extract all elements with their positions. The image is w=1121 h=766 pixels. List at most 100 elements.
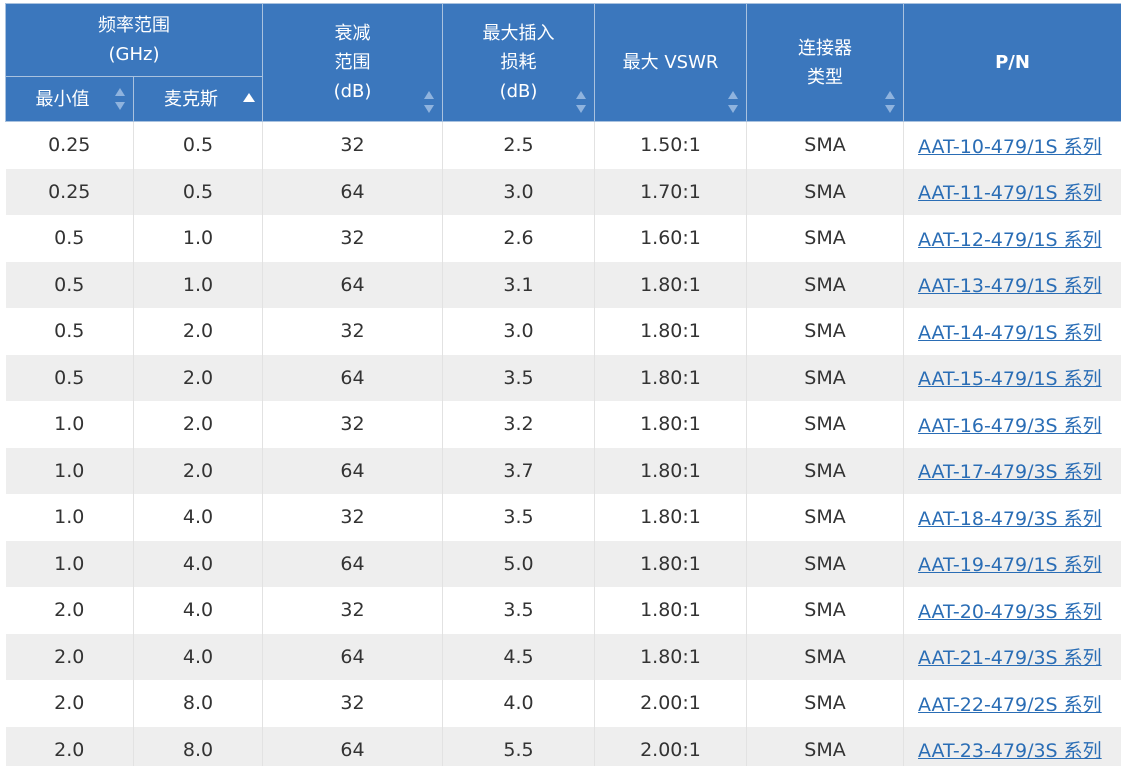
cell-insertion-loss: 5.0 (442, 540, 595, 587)
header-pn-label: P/N (995, 52, 1030, 73)
cell-attenuation-range: 64 (262, 633, 443, 680)
cell-max-frequency: 0.5 (133, 121, 263, 169)
cell-attenuation-range: 64 (262, 261, 443, 308)
cell-min-frequency: 1.0 (5, 401, 134, 448)
cell-min-frequency: 0.5 (5, 215, 134, 262)
cell-min-frequency: 2.0 (5, 633, 134, 680)
part-number-link[interactable]: AAT-19-479/1S 系列 (918, 554, 1102, 577)
cell-connector-type: SMA (746, 494, 904, 541)
cell-max-frequency: 2.0 (133, 354, 263, 401)
table-row: 2.0 4.0 64 4.5 1.80:1 SMA AAT-21-479/3S 系列 (5, 633, 1121, 680)
part-number-link[interactable]: AAT-15-479/1S 系列 (918, 368, 1102, 391)
part-number-link[interactable]: AAT-14-479/1S 系列 (918, 321, 1102, 344)
cell-min-frequency: 0.25 (5, 168, 134, 215)
header-insertion-loss[interactable]: 最大插入 损耗 (dB) (442, 3, 595, 122)
table-row: 0.5 1.0 64 3.1 1.80:1 SMA AAT-13-479/1S 系列 (5, 261, 1121, 308)
cell-connector-type: SMA (746, 540, 904, 587)
part-number-link[interactable]: AAT-23-479/3S 系列 (918, 740, 1102, 763)
cell-insertion-loss: 3.5 (442, 494, 595, 541)
cell-connector-type: SMA (746, 121, 904, 169)
cell-min-frequency: 2.0 (5, 587, 134, 634)
cell-part-number: AAT-10-479/1S 系列 (903, 121, 1121, 169)
part-number-link[interactable]: AAT-21-479/3S 系列 (918, 647, 1102, 670)
header-min-label: 最小值 (35, 88, 90, 110)
table-row: 0.5 1.0 32 2.6 1.60:1 SMA AAT-12-479/1S 系列 (5, 215, 1121, 262)
cell-max-frequency: 2.0 (133, 308, 263, 355)
cell-max-frequency: 8.0 (133, 680, 263, 727)
cell-attenuation-range: 64 (262, 354, 443, 401)
cell-min-frequency: 1.0 (5, 494, 134, 541)
cell-part-number: AAT-20-479/3S 系列 (903, 587, 1121, 634)
cell-insertion-loss: 3.0 (442, 168, 595, 215)
header-freq-range-label: 频率范围 (98, 15, 170, 36)
cell-attenuation-range: 32 (262, 215, 443, 262)
cell-vswr: 1.80:1 (594, 587, 747, 634)
table-row: 2.0 8.0 64 5.5 2.00:1 SMA AAT-23-479/3S 系列 (5, 726, 1121, 766)
header-connector[interactable]: 连接器 类型 (746, 3, 904, 122)
cell-max-frequency: 4.0 (133, 587, 263, 634)
table-row: 2.0 8.0 32 4.0 2.00:1 SMA AAT-22-479/2S 系列 (5, 680, 1121, 727)
part-number-link[interactable]: AAT-20-479/3S 系列 (918, 600, 1102, 623)
part-number-link[interactable]: AAT-10-479/1S 系列 (918, 135, 1102, 158)
part-number-link[interactable]: AAT-12-479/1S 系列 (918, 228, 1102, 251)
cell-min-frequency: 0.25 (5, 121, 134, 169)
cell-part-number: AAT-12-479/1S 系列 (903, 215, 1121, 262)
cell-attenuation-range: 32 (262, 494, 443, 541)
sort-icon[interactable] (115, 88, 125, 110)
cell-insertion-loss: 3.7 (442, 447, 595, 494)
cell-vswr: 2.00:1 (594, 726, 747, 766)
table-row: 1.0 4.0 64 5.0 1.80:1 SMA AAT-19-479/1S 系列 (5, 540, 1121, 587)
cell-vswr: 1.80:1 (594, 633, 747, 680)
header-max-label: 麦克斯 (164, 88, 218, 110)
table-row: 1.0 2.0 32 3.2 1.80:1 SMA AAT-16-479/3S 系列 (5, 401, 1121, 448)
part-number-link[interactable]: AAT-17-479/3S 系列 (918, 461, 1102, 484)
cell-insertion-loss: 3.0 (442, 308, 595, 355)
cell-vswr: 1.80:1 (594, 261, 747, 308)
table-row: 1.0 2.0 64 3.7 1.80:1 SMA AAT-17-479/3S 系列 (5, 447, 1121, 494)
cell-connector-type: SMA (746, 726, 904, 766)
part-number-link[interactable]: AAT-16-479/3S 系列 (918, 414, 1102, 437)
cell-attenuation-range: 32 (262, 401, 443, 448)
header-insertion-label-1: 最大插入 (482, 23, 555, 44)
sort-icon[interactable] (424, 91, 434, 113)
cell-vswr: 1.80:1 (594, 401, 747, 448)
header-atten-range-label-2: 范围 (334, 52, 371, 73)
part-number-link[interactable]: AAT-22-479/2S 系列 (918, 693, 1102, 716)
table-row: 1.0 4.0 32 3.5 1.80:1 SMA AAT-18-479/3S 系列 (5, 494, 1121, 541)
cell-max-frequency: 2.0 (133, 447, 263, 494)
header-atten-range-label-1: 衰减 (334, 23, 371, 44)
part-number-link[interactable]: AAT-13-479/1S 系列 (918, 275, 1102, 298)
cell-min-frequency: 0.5 (5, 354, 134, 401)
cell-part-number: AAT-18-479/3S 系列 (903, 494, 1121, 541)
sort-ascending-icon[interactable] (243, 93, 255, 102)
cell-part-number: AAT-19-479/1S 系列 (903, 540, 1121, 587)
header-insertion-unit: (dB) (499, 81, 538, 102)
cell-min-frequency: 1.0 (5, 447, 134, 494)
cell-vswr: 1.70:1 (594, 168, 747, 215)
sort-icon[interactable] (885, 91, 895, 113)
cell-part-number: AAT-16-479/3S 系列 (903, 401, 1121, 448)
part-number-link[interactable]: AAT-18-479/3S 系列 (918, 507, 1102, 530)
header-max[interactable]: 麦克斯 (133, 76, 263, 122)
header-min[interactable]: 最小值 (5, 76, 134, 122)
cell-connector-type: SMA (746, 680, 904, 727)
header-vswr[interactable]: 最大 VSWR (594, 3, 747, 122)
sort-icon[interactable] (728, 91, 738, 113)
cell-attenuation-range: 32 (262, 587, 443, 634)
cell-attenuation-range: 64 (262, 540, 443, 587)
header-vswr-label: 最大 VSWR (622, 52, 719, 73)
cell-connector-type: SMA (746, 587, 904, 634)
part-number-link[interactable]: AAT-11-479/1S 系列 (918, 182, 1102, 205)
cell-connector-type: SMA (746, 354, 904, 401)
cell-min-frequency: 0.5 (5, 308, 134, 355)
table-body: 0.25 0.5 32 2.5 1.50:1 SMA AAT-10-479/1S 系列 0.2… (5, 121, 1121, 766)
cell-max-frequency: 8.0 (133, 726, 263, 766)
header-connector-label-1: 连接器 (798, 37, 852, 59)
sort-icon[interactable] (576, 91, 586, 113)
header-atten-range[interactable]: 衰减 范围 (dB) (262, 3, 443, 122)
table-row: 0.25 0.5 64 3.0 1.70:1 SMA AAT-11-479/1S 系列 (5, 168, 1121, 215)
cell-part-number: AAT-14-479/1S 系列 (903, 308, 1121, 355)
cell-vswr: 2.00:1 (594, 680, 747, 727)
cell-part-number: AAT-22-479/2S 系列 (903, 680, 1121, 727)
cell-attenuation-range: 64 (262, 168, 443, 215)
